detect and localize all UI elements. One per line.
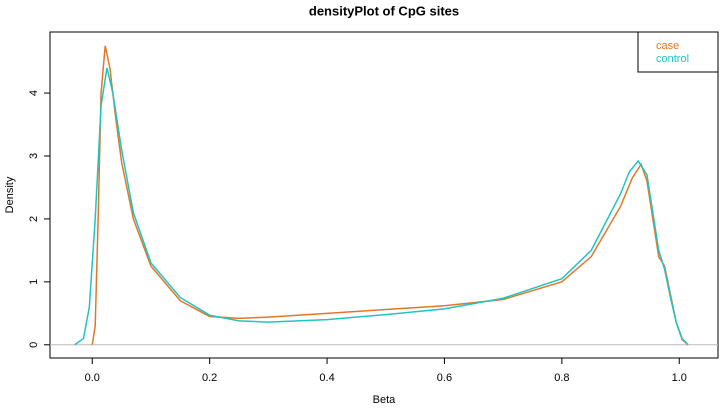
density-line — [74, 67, 689, 346]
x-axis-label: Beta — [373, 394, 397, 406]
legend-box — [637, 31, 719, 73]
y-tick-label: 3 — [28, 153, 40, 159]
chart-title: densityPlot of CpG sites — [309, 3, 459, 18]
y-tick-label: 0 — [28, 342, 40, 348]
x-tick-label: 0.0 — [85, 372, 100, 384]
x-tick-label: 0.2 — [202, 372, 217, 384]
y-tick-label: 2 — [28, 216, 40, 222]
y-axis-label: Density — [4, 176, 16, 213]
legend-entry: case — [656, 40, 679, 52]
x-tick-label: 0.8 — [554, 372, 569, 384]
plot-frame — [49, 31, 719, 359]
x-tick-label: 0.4 — [319, 372, 334, 384]
x-tick-label: 0.6 — [437, 372, 452, 384]
density-line — [91, 45, 689, 346]
y-tick-label: 4 — [28, 90, 40, 96]
x-tick-label: 1.0 — [672, 372, 687, 384]
legend-entry: control — [656, 53, 689, 65]
y-tick-label: 1 — [28, 279, 40, 285]
